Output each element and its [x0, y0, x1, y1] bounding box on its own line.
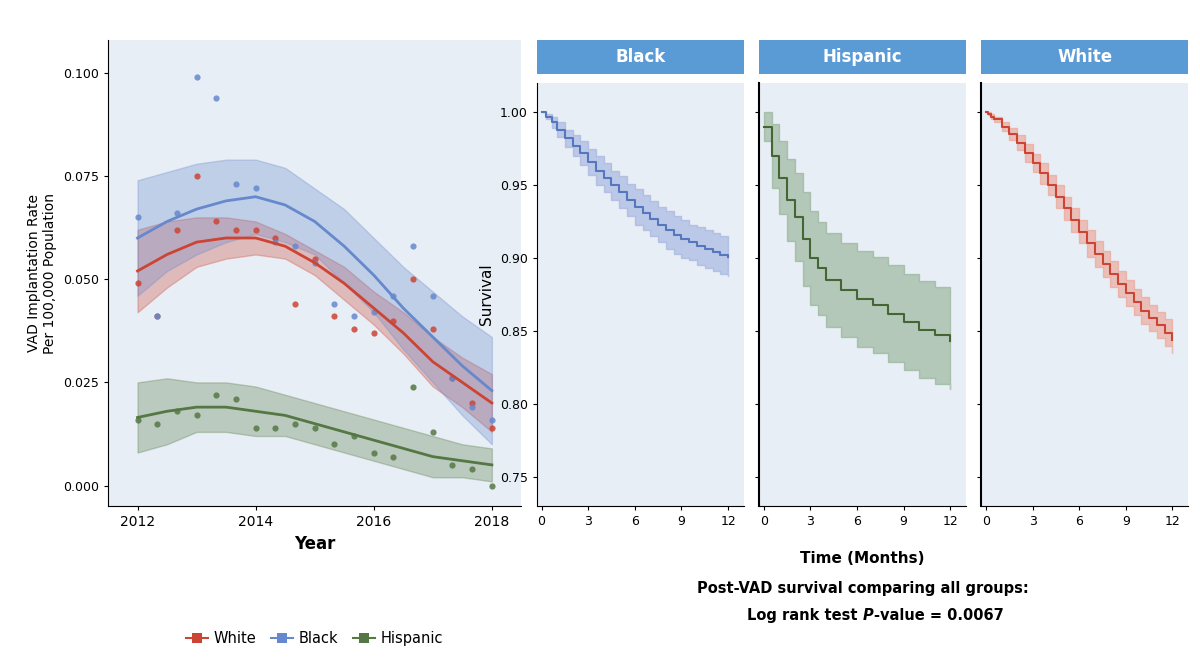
- Point: [128, 212, 148, 222]
- X-axis label: Year: Year: [294, 535, 335, 553]
- Point: [403, 241, 422, 252]
- Point: [148, 418, 167, 429]
- Point: [305, 258, 324, 268]
- Point: [246, 422, 265, 433]
- Point: [227, 179, 246, 190]
- Point: [246, 183, 265, 194]
- Point: [265, 422, 284, 433]
- Point: [324, 311, 343, 322]
- Point: [384, 315, 403, 326]
- Point: [305, 422, 324, 433]
- Text: P: P: [863, 607, 874, 623]
- Legend: White, Black, Hispanic: White, Black, Hispanic: [180, 625, 449, 652]
- Point: [482, 480, 502, 491]
- Point: [324, 439, 343, 450]
- Point: [168, 406, 187, 417]
- Point: [364, 328, 383, 338]
- Point: [187, 410, 206, 421]
- Point: [206, 216, 226, 227]
- Point: [206, 390, 226, 400]
- Point: [305, 253, 324, 264]
- Y-axis label: VAD Implantation Rate
Per 100,000 Population: VAD Implantation Rate Per 100,000 Popula…: [28, 192, 58, 354]
- Y-axis label: Survival: Survival: [479, 264, 494, 326]
- Point: [168, 208, 187, 218]
- Point: [443, 373, 462, 384]
- Point: [384, 452, 403, 462]
- Point: [246, 224, 265, 235]
- Text: Black: Black: [616, 48, 665, 66]
- Point: [227, 394, 246, 404]
- Point: [265, 232, 284, 243]
- Point: [148, 311, 167, 322]
- Point: [187, 170, 206, 181]
- Text: Post-VAD survival comparing all groups:: Post-VAD survival comparing all groups:: [696, 581, 1028, 596]
- Point: [463, 402, 482, 412]
- Text: Log rank test: Log rank test: [746, 607, 863, 623]
- Point: [443, 373, 462, 384]
- Point: [265, 237, 284, 248]
- Point: [482, 422, 502, 433]
- Text: White: White: [1057, 48, 1112, 66]
- Point: [424, 324, 443, 334]
- Point: [344, 431, 364, 442]
- Text: -value = 0.0067: -value = 0.0067: [875, 607, 1004, 623]
- Point: [403, 381, 422, 392]
- Point: [168, 224, 187, 235]
- Point: [227, 224, 246, 235]
- Point: [443, 460, 462, 470]
- Point: [286, 241, 305, 252]
- Point: [344, 324, 364, 334]
- Text: Hispanic: Hispanic: [823, 48, 902, 66]
- Point: [463, 398, 482, 408]
- Point: [384, 290, 403, 301]
- Point: [482, 414, 502, 425]
- Point: [187, 72, 206, 83]
- Point: [463, 464, 482, 474]
- Point: [424, 426, 443, 437]
- Point: [344, 311, 364, 322]
- Point: [364, 447, 383, 458]
- Text: Time (Months): Time (Months): [800, 551, 925, 566]
- Point: [364, 307, 383, 318]
- Point: [286, 298, 305, 309]
- Point: [128, 414, 148, 425]
- Point: [424, 290, 443, 301]
- Point: [324, 298, 343, 309]
- Point: [128, 278, 148, 288]
- Point: [148, 311, 167, 322]
- Point: [403, 274, 422, 284]
- Point: [206, 93, 226, 103]
- Point: [286, 418, 305, 429]
